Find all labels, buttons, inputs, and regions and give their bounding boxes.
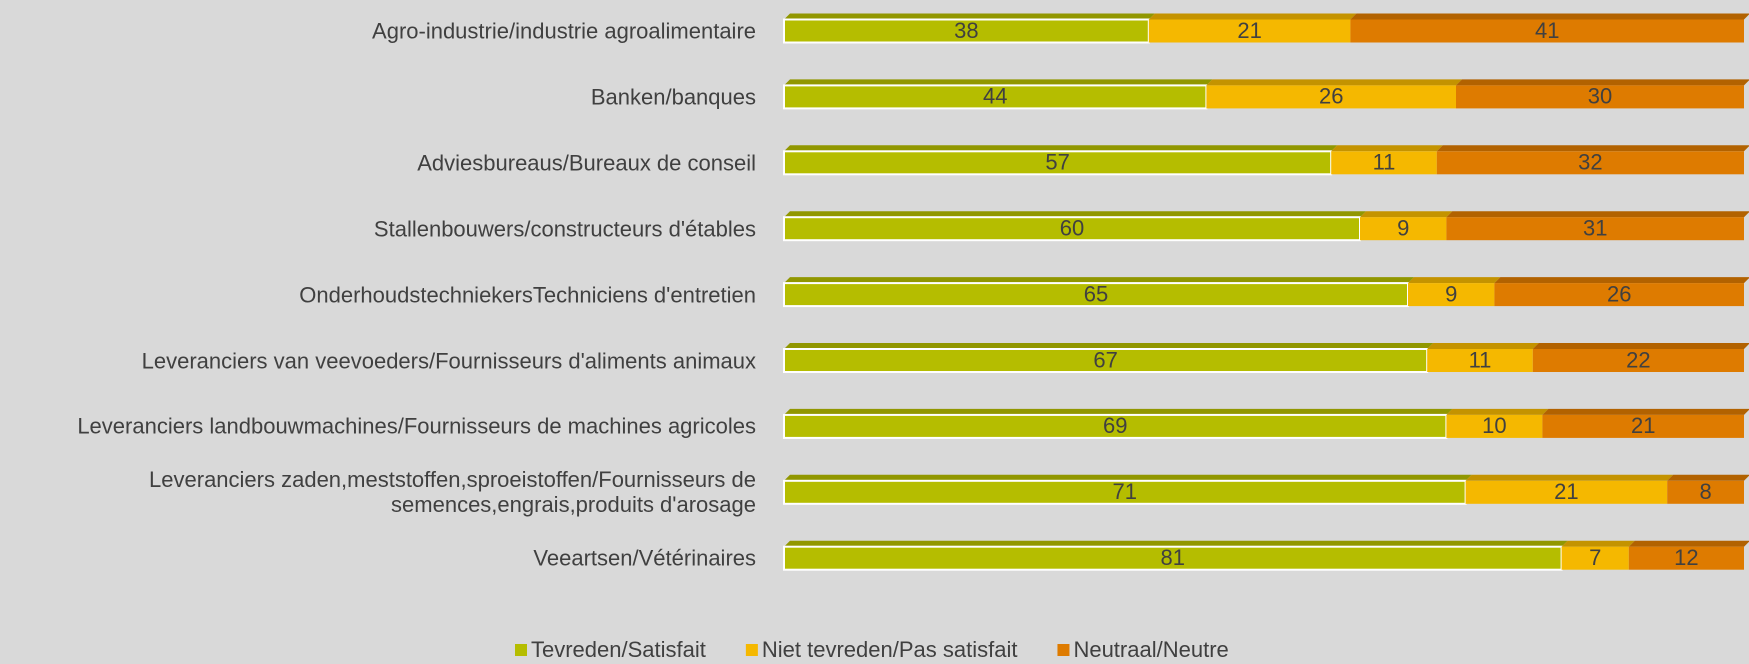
value-label: 32: [1578, 150, 1602, 175]
bar: [1465, 480, 1668, 504]
category-label: Leveranciers van veevoeders/Fournisseurs…: [141, 348, 756, 373]
value-label: 8: [1699, 479, 1711, 504]
bar: [1628, 546, 1744, 570]
legend-label: Niet tevreden/Pas satisfait: [762, 637, 1018, 662]
value-label: 21: [1554, 479, 1578, 504]
legend-swatch: [515, 644, 527, 656]
bar: [1350, 19, 1744, 43]
category-label: Agro-industrie/industrie agroalimentaire: [372, 18, 756, 44]
bar: [1331, 151, 1437, 175]
value-label: 22: [1626, 347, 1650, 372]
bar-top: [784, 79, 1213, 86]
category-label: Veeartsen/Vétérinaires: [533, 545, 756, 571]
value-label: 67: [1093, 347, 1117, 372]
value-label: 41: [1535, 18, 1559, 43]
value-label: 11: [1469, 347, 1492, 372]
value-label: 26: [1607, 281, 1631, 306]
bar: [1667, 480, 1744, 504]
bar-top: [784, 343, 1434, 349]
bar: [1148, 19, 1351, 43]
bar-top: [784, 145, 1338, 152]
value-label: 30: [1588, 84, 1612, 109]
legend-label: Tevreden/Satisfait: [531, 637, 706, 662]
bar: [1446, 217, 1744, 241]
bar: [1206, 85, 1456, 109]
bar-top: [1446, 408, 1549, 415]
bar-top: [1446, 211, 1749, 218]
value-label: 12: [1674, 545, 1698, 570]
bar-top: [1456, 79, 1749, 86]
value-label: 81: [1161, 545, 1185, 570]
bar: [1542, 414, 1744, 438]
bar-top: [1628, 540, 1749, 547]
value-label: 7: [1589, 545, 1601, 570]
value-label: 31: [1583, 216, 1607, 241]
bar-top: [1206, 79, 1462, 86]
bar: [1494, 283, 1744, 307]
bar-top: [1350, 13, 1749, 20]
value-label: 71: [1113, 479, 1137, 504]
bar: [1456, 85, 1744, 109]
value-label: 44: [983, 84, 1007, 109]
value-label: 57: [1045, 150, 1069, 175]
bar-top: [1436, 145, 1749, 152]
bar-top: [784, 474, 1472, 481]
category-label: Leveranciers landbouwmachines/Fournisseu…: [77, 413, 756, 439]
legend-swatch: [1057, 644, 1070, 656]
category-label: Stallenbouwers/constructeurs d'étables: [373, 216, 756, 242]
bar-top: [1331, 145, 1443, 152]
bar-top: [784, 540, 1568, 547]
bar-top: [1494, 277, 1749, 284]
bar-top: [784, 211, 1366, 218]
value-label: 21: [1631, 413, 1655, 438]
legend-swatch: [745, 644, 758, 656]
bar-top: [1427, 343, 1539, 349]
bar-top: [1148, 13, 1357, 20]
bar-top: [1360, 211, 1453, 218]
category-label: OnderhoudstechniekersTechniciens d'entre…: [299, 282, 756, 308]
category-label: Leveranciers zaden,meststoffen,sproeisto…: [149, 467, 756, 518]
category-label: Adviesbureaus/Bureaux de conseil: [417, 150, 756, 176]
bar-top: [1561, 540, 1635, 547]
category-label: Banken/banques: [590, 84, 756, 110]
value-label: 38: [954, 18, 978, 43]
bar-top: [1667, 474, 1749, 481]
legend-label: Neutraal/Neutre: [1073, 637, 1228, 662]
value-label: 9: [1445, 281, 1457, 306]
value-label: 10: [1482, 413, 1506, 438]
bar: [1446, 414, 1543, 438]
bar-top: [784, 277, 1414, 284]
bar-top: [784, 408, 1453, 415]
value-label: 65: [1084, 281, 1108, 306]
bar-top: [784, 13, 1155, 20]
value-label: 69: [1103, 413, 1127, 438]
value-label: 11: [1373, 150, 1396, 175]
bar: [1427, 349, 1533, 372]
bar-top: [1465, 474, 1674, 481]
bar: [1408, 283, 1495, 307]
bar-top: [1408, 277, 1501, 284]
bar: [1436, 151, 1744, 175]
value-label: 60: [1060, 216, 1084, 241]
bar-top: [1532, 343, 1749, 349]
bar-top: [1542, 408, 1749, 415]
bar: [1360, 217, 1447, 241]
value-label: 9: [1397, 216, 1409, 241]
value-label: 21: [1237, 18, 1261, 43]
bar: [1561, 546, 1629, 570]
bar: [1532, 349, 1744, 372]
value-label: 26: [1319, 84, 1343, 109]
